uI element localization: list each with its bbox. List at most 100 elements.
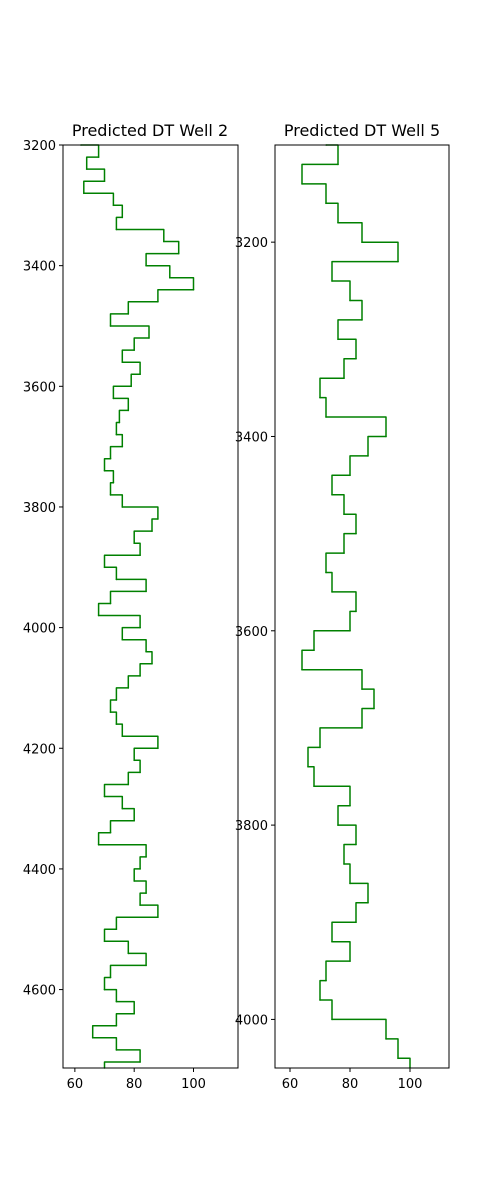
data-point bbox=[301, 668, 303, 671]
chart-panel-well-5: Predicted DT Well 5 3200 3400 3600 3800 4000… bbox=[235, 121, 450, 1092]
x-axis: 60 80 100 bbox=[67, 1068, 206, 1092]
data-point bbox=[325, 202, 327, 205]
data-point bbox=[319, 746, 321, 749]
data-point bbox=[121, 216, 124, 219]
data-point bbox=[373, 707, 375, 710]
data-point bbox=[343, 377, 345, 380]
data-point bbox=[177, 252, 180, 255]
y-tick-label: 4000 bbox=[23, 622, 56, 637]
data-point bbox=[121, 361, 124, 364]
data-point bbox=[331, 940, 333, 943]
y-tick-label: 3200 bbox=[23, 139, 56, 154]
data-point bbox=[115, 578, 118, 581]
x-tick-label: 100 bbox=[181, 1077, 206, 1092]
data-point bbox=[337, 338, 339, 341]
data-point bbox=[133, 1012, 135, 1015]
data-point bbox=[145, 964, 147, 967]
data-point bbox=[109, 831, 112, 834]
y-tick-label: 3400 bbox=[235, 430, 268, 445]
y-tick-label: 3400 bbox=[23, 260, 56, 275]
data-point bbox=[169, 276, 171, 279]
data-point bbox=[151, 663, 153, 665]
data-point bbox=[325, 416, 327, 418]
data-point bbox=[83, 192, 85, 195]
data-point bbox=[343, 552, 345, 554]
data-point bbox=[367, 902, 369, 904]
y-axis: 3200 3400 3600 3800 4000 4200 4400 4600 bbox=[23, 139, 63, 999]
x-tick-label: 80 bbox=[342, 1077, 359, 1092]
data-point bbox=[355, 532, 357, 535]
data-point bbox=[343, 863, 345, 865]
data-point bbox=[127, 409, 130, 412]
data-point bbox=[145, 264, 147, 267]
data-point bbox=[343, 513, 345, 515]
data-point bbox=[367, 455, 369, 457]
data-point bbox=[130, 385, 132, 388]
data-point bbox=[331, 280, 333, 282]
data-point bbox=[112, 482, 115, 484]
y-tick-label: 4400 bbox=[23, 863, 56, 878]
data-point bbox=[97, 156, 100, 158]
series-group bbox=[301, 144, 411, 1069]
chart-panel-well-2: Predicted DT Well 2 3200 3400 3600 3800 4000… bbox=[23, 121, 239, 1092]
data-point bbox=[121, 506, 124, 508]
data-point bbox=[157, 747, 159, 750]
y-tick-label: 3800 bbox=[235, 819, 268, 834]
x-tick-label: 60 bbox=[282, 1077, 299, 1092]
data-point bbox=[109, 711, 112, 713]
data-point bbox=[313, 785, 315, 787]
y-tick-label: 3600 bbox=[23, 380, 56, 395]
data-point bbox=[133, 880, 135, 882]
data-point bbox=[121, 445, 124, 448]
y-tick-label: 3800 bbox=[23, 501, 56, 516]
data-point bbox=[121, 807, 124, 810]
data-point bbox=[331, 1018, 333, 1021]
data-point bbox=[349, 882, 351, 885]
data-point bbox=[319, 999, 321, 1001]
data-point bbox=[349, 299, 351, 302]
data-point bbox=[103, 470, 106, 472]
data-point bbox=[112, 397, 115, 400]
data-point bbox=[115, 1000, 118, 1003]
data-point bbox=[192, 289, 195, 291]
data-point bbox=[115, 928, 118, 930]
data-point bbox=[103, 940, 106, 943]
data-point bbox=[139, 554, 141, 556]
data-point bbox=[103, 988, 106, 991]
data-point bbox=[157, 916, 159, 918]
x-tick-label: 100 bbox=[398, 1077, 423, 1092]
data-point bbox=[139, 868, 141, 870]
series-line bbox=[80, 144, 195, 1068]
data-point bbox=[139, 675, 141, 677]
data-point bbox=[115, 1025, 118, 1027]
data-point bbox=[145, 892, 147, 894]
data-point bbox=[127, 687, 130, 689]
data-point bbox=[319, 396, 321, 399]
data-point bbox=[157, 518, 159, 520]
y-tick-label: 4200 bbox=[23, 742, 56, 757]
data-point bbox=[307, 766, 309, 768]
data-point bbox=[325, 979, 327, 982]
data-point bbox=[139, 904, 141, 906]
data-point bbox=[397, 1057, 399, 1060]
data-point bbox=[337, 824, 339, 826]
data-point bbox=[115, 1049, 118, 1051]
data-point bbox=[103, 566, 106, 569]
chart-title: Predicted DT Well 5 bbox=[284, 121, 440, 140]
plot-area-frame bbox=[274, 144, 450, 1069]
data-point bbox=[115, 228, 118, 231]
data-point bbox=[127, 313, 130, 315]
data-point bbox=[109, 602, 112, 605]
data-point bbox=[139, 626, 141, 629]
data-point bbox=[121, 735, 124, 737]
data-point bbox=[337, 221, 339, 224]
data-point bbox=[148, 337, 150, 339]
plot-area-frame bbox=[62, 144, 239, 1069]
data-point bbox=[85, 168, 88, 170]
data-point bbox=[385, 435, 387, 438]
data-point bbox=[145, 650, 147, 653]
data-point bbox=[385, 1038, 387, 1040]
data-point bbox=[337, 163, 339, 166]
data-point bbox=[112, 204, 115, 207]
